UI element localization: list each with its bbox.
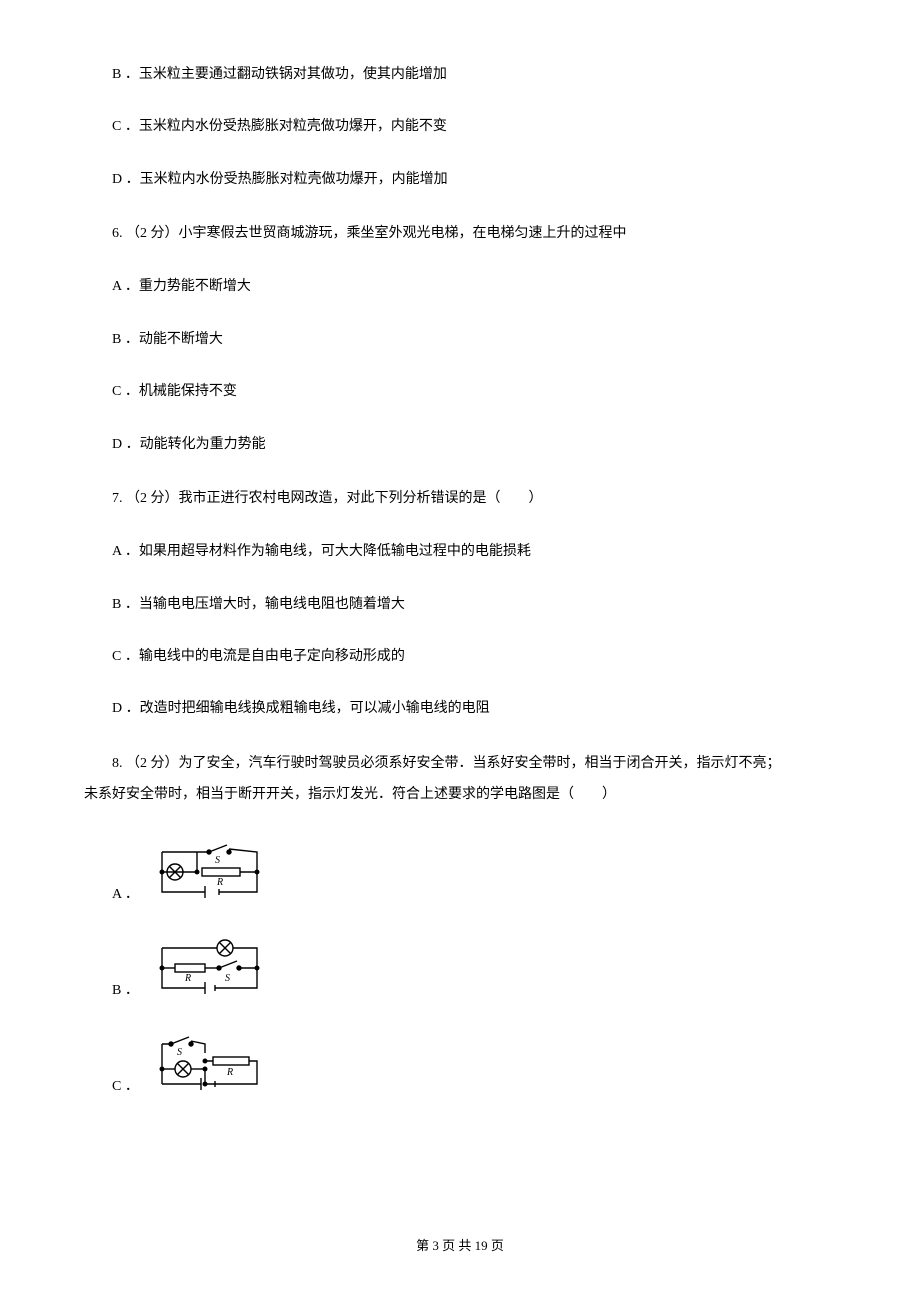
circuit-diagram-c: S R bbox=[147, 1029, 277, 1101]
q8-option-b: B ． R S bbox=[84, 933, 836, 1005]
q6-option-b: B ．动能不断增大 bbox=[84, 329, 836, 351]
q8-label-a: A ． bbox=[112, 883, 139, 909]
svg-text:R: R bbox=[184, 973, 191, 984]
q6-option-a: A ．重力势能不断增大 bbox=[84, 276, 836, 298]
svg-text:R: R bbox=[226, 1067, 233, 1078]
circuit-diagram-a: S R bbox=[147, 837, 277, 909]
q7-option-a: A ．如果用超导材料作为输电线，可大大降低输电过程中的电能损耗 bbox=[84, 541, 836, 563]
q8-stem-line1: 8. （2 分）为了安全，汽车行驶时驾驶员必须系好安全带．当系好安全带时，相当于… bbox=[84, 751, 836, 776]
q6-option-c: C ．机械能保持不变 bbox=[84, 381, 836, 403]
q5-option-d: D ．玉米粒内水份受热膨胀对粒壳做功爆开，内能增加 bbox=[84, 169, 836, 191]
q8-label-b: B ． bbox=[112, 979, 139, 1005]
q8-stem-line2: 未系好安全带时，相当于断开开关，指示灯发光．符合上述要求的学电路图是（ ） bbox=[84, 782, 836, 807]
q7-option-b: B ．当输电电压增大时，输电线电阻也随着增大 bbox=[84, 594, 836, 616]
q5-option-c: C ．玉米粒内水份受热膨胀对粒壳做功爆开，内能不变 bbox=[84, 116, 836, 138]
svg-text:R: R bbox=[216, 877, 223, 888]
page-footer: 第 3 页 共 19 页 bbox=[0, 1235, 920, 1254]
svg-text:S: S bbox=[225, 973, 230, 984]
q8-option-c: C ． S R bbox=[84, 1029, 836, 1101]
q8-option-a: A ． S R bbox=[84, 837, 836, 909]
q7-option-d: D ．改造时把细输电线换成粗输电线，可以减小输电线的电阻 bbox=[84, 698, 836, 720]
svg-text:S: S bbox=[215, 855, 220, 866]
q5-option-b: B ．玉米粒主要通过翻动铁锅对其做功，使其内能增加 bbox=[84, 64, 836, 86]
svg-text:S: S bbox=[177, 1047, 182, 1058]
q7-option-c: C ．输电线中的电流是自由电子定向移动形成的 bbox=[84, 646, 836, 668]
q8-label-c: C ． bbox=[112, 1075, 139, 1101]
q6-stem: 6. （2 分）小宇寒假去世贸商城游玩，乘坐室外观光电梯，在电梯匀速上升的过程中 bbox=[84, 221, 836, 246]
circuit-diagram-b: R S bbox=[147, 933, 277, 1005]
q6-option-d: D ．动能转化为重力势能 bbox=[84, 434, 836, 456]
q7-stem: 7. （2 分）我市正进行农村电网改造，对此下列分析错误的是（ ） bbox=[84, 486, 836, 511]
